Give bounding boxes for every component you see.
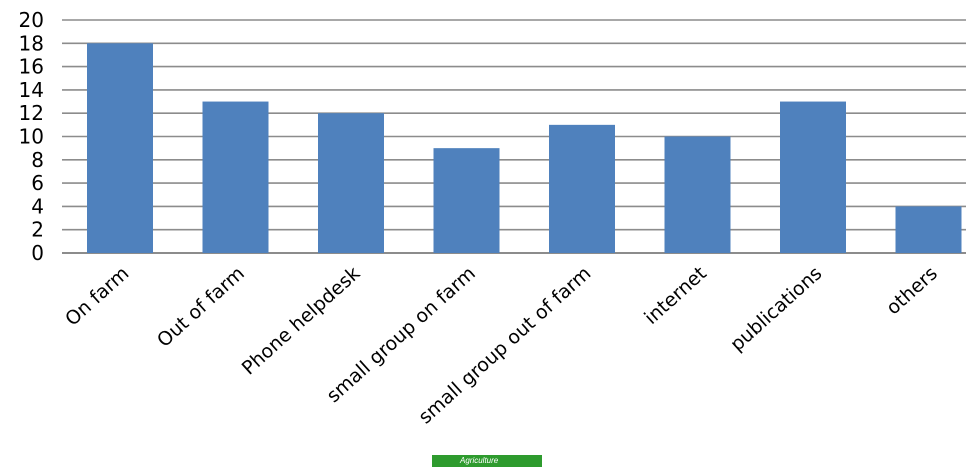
bar-phone-helpdesk [318,113,384,253]
bar-small-group-out-of-farm [549,125,615,253]
bars [87,43,962,253]
y-tick-label: 20 [19,8,44,32]
bar-publications [780,102,846,253]
bar-out-of-farm [203,102,269,253]
y-tick-label: 14 [19,78,44,102]
y-tick-label: 10 [19,125,44,149]
y-tick-label: 0 [31,241,44,265]
x-tick-label: Out of farm [153,262,249,351]
x-tick-label: On farm [61,262,133,330]
agriculture-badge: Agriculture [432,455,542,467]
bar-on-farm [87,43,153,253]
x-tick-label: Phone helpdesk [238,262,365,379]
x-tick-label: internet [640,262,711,329]
y-tick-label: 18 [19,31,44,55]
y-tick-label: 8 [31,148,44,172]
y-tick-label: 12 [19,101,44,125]
bar-others [896,206,962,253]
y-tick-label: 16 [19,55,44,79]
x-tick-label: others [882,262,942,319]
y-tick-label: 2 [31,218,44,242]
bar-internet [665,137,731,254]
y-tick-label: 4 [31,194,44,218]
y-tick-label: 6 [31,171,44,195]
x-tick-label: publications [726,262,826,355]
bar-small-group-on-farm [434,148,500,253]
